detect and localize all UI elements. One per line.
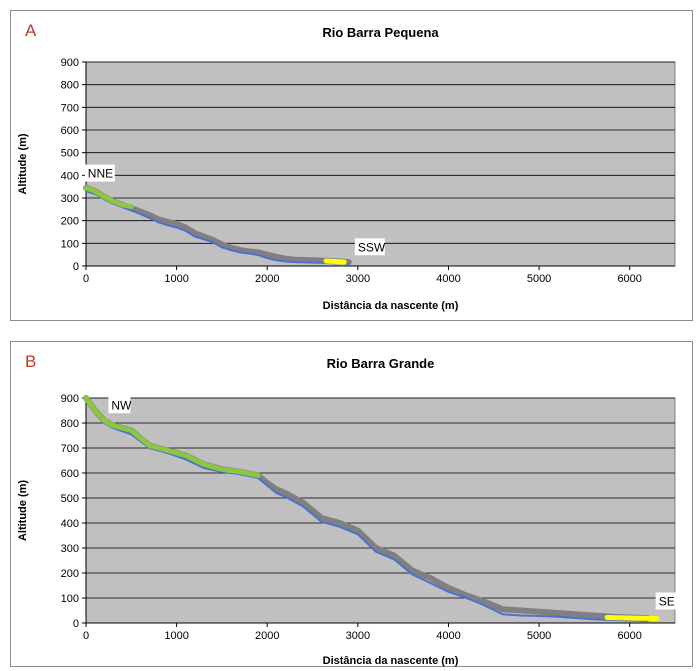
x-tick-label: 1000 bbox=[164, 630, 188, 642]
chart-panel-a: A Rio Barra Pequena 0 100 200 300 400 500 600 70… bbox=[10, 10, 693, 321]
x-tick-label: 4000 bbox=[436, 630, 460, 642]
y-tick-label: 0 bbox=[73, 618, 79, 630]
y-tick-label: 200 bbox=[61, 568, 79, 580]
chart-a-svg: Rio Barra Pequena 0 100 200 300 400 500 600 700 8… bbox=[11, 11, 694, 322]
direction-label-nw: NW bbox=[111, 398, 132, 412]
x-tick-label: 3000 bbox=[346, 630, 370, 642]
y-tick-label: 700 bbox=[61, 443, 79, 455]
y-tick-label: 200 bbox=[61, 216, 79, 228]
plot-area bbox=[86, 62, 675, 266]
y-tick-label: 800 bbox=[61, 418, 79, 430]
chart-title: Rio Barra Grande bbox=[327, 356, 435, 371]
x-tick-label: 4000 bbox=[436, 273, 460, 285]
y-tick-label: 600 bbox=[61, 125, 79, 137]
direction-label-nne: NNE bbox=[88, 167, 113, 181]
chart-title: Rio Barra Pequena bbox=[322, 25, 439, 40]
y-tick-label: 900 bbox=[61, 393, 79, 405]
x-tick-label: 2000 bbox=[255, 273, 279, 285]
plot-area bbox=[86, 398, 675, 623]
y-tick-label: 300 bbox=[61, 193, 79, 205]
y-tick-label: 400 bbox=[61, 170, 79, 182]
x-tick-label: 6000 bbox=[617, 273, 641, 285]
y-tick-label: 700 bbox=[61, 102, 79, 114]
y-tick-label: 0 bbox=[73, 261, 79, 273]
series-line-4 bbox=[607, 618, 657, 619]
y-tick-label: 500 bbox=[61, 493, 79, 505]
y-axis-label: Altitude (m) bbox=[17, 480, 29, 541]
x-axis-label: Distância da nascente (m) bbox=[323, 300, 459, 312]
y-tick-label: 900 bbox=[61, 57, 79, 69]
x-tick-label: 3000 bbox=[346, 273, 370, 285]
series-line-4 bbox=[326, 261, 344, 262]
chart-b-svg: Rio Barra Grande 0 100 200 300 400 500 600 700 80… bbox=[11, 342, 694, 668]
chart-panel-b: B Rio Barra Grande 0 100 200 300 400 500 600 700… bbox=[10, 341, 693, 667]
x-axis-label: Distância da nascente (m) bbox=[323, 655, 459, 667]
direction-label-se: SE bbox=[659, 595, 675, 609]
y-tick-label: 100 bbox=[61, 593, 79, 605]
x-tick-label: 5000 bbox=[527, 630, 551, 642]
direction-label-ssw: SSW bbox=[358, 240, 386, 254]
y-tick-label: 300 bbox=[61, 543, 79, 555]
x-tick-label: 5000 bbox=[527, 273, 551, 285]
y-tick-label: 100 bbox=[61, 238, 79, 250]
x-tick-label: 6000 bbox=[617, 630, 641, 642]
y-tick-label: 400 bbox=[61, 518, 79, 530]
y-tick-label: 500 bbox=[61, 148, 79, 160]
x-tick-label: 1000 bbox=[164, 273, 188, 285]
x-tick-label: 0 bbox=[83, 630, 89, 642]
y-tick-label: 600 bbox=[61, 468, 79, 480]
x-tick-label: 0 bbox=[83, 273, 89, 285]
x-tick-label: 2000 bbox=[255, 630, 279, 642]
y-axis-label: Altitude (m) bbox=[17, 133, 29, 194]
y-tick-label: 800 bbox=[61, 80, 79, 92]
